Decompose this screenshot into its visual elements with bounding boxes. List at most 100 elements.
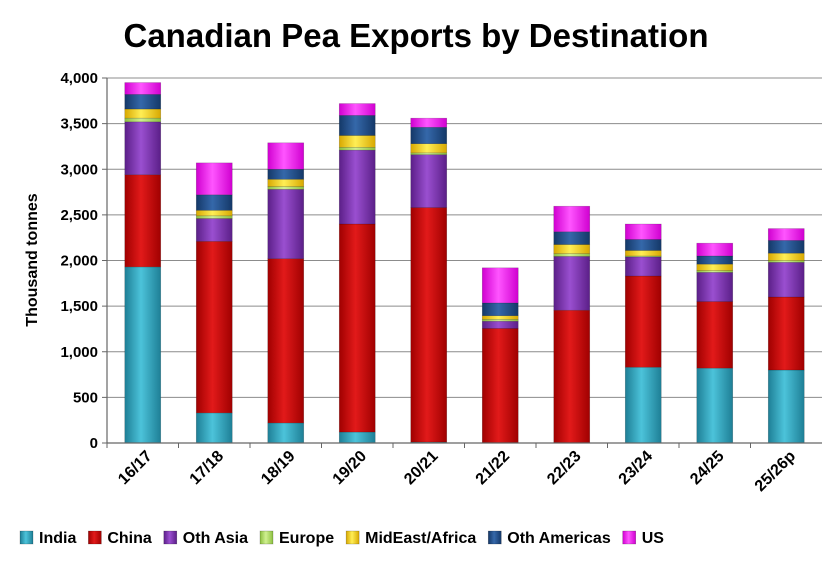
bar-europe-17-18: [195, 215, 233, 219]
x-tick-label: 18/19: [258, 448, 298, 488]
bar-oth-asia-21-22: [481, 320, 519, 329]
y-tick-label: 2,000: [60, 253, 98, 270]
y-tick-label: 1,500: [60, 298, 98, 315]
x-tick-label: 21/22: [473, 448, 513, 488]
bar-mideast-africa-16-17: [124, 108, 162, 119]
bar-oth-asia-20-21: [410, 154, 448, 208]
x-tick-label: 17/18: [187, 448, 227, 488]
bar-oth-americas-24-25: [696, 255, 734, 265]
legend-label-us: US: [642, 530, 665, 547]
bar-china-21-22: [481, 328, 519, 443]
bar-china-25-26p: [767, 296, 805, 371]
chart-title: Canadian Pea Exports by Destination: [124, 17, 709, 54]
bar-china-20-21: [410, 207, 448, 443]
bar-mideast-africa-21-22: [481, 315, 519, 320]
y-axis-ticks: 0 500 1,000 1,500 2,000 2,500 3,000 3,500 4,000: [60, 70, 107, 452]
bars: [124, 82, 805, 444]
legend-label-europe: Europe: [279, 530, 334, 547]
bar-india-24-25: [696, 367, 734, 444]
y-tick-label: 2,500: [60, 207, 98, 224]
bar-china-19-20: [338, 223, 376, 433]
legend-label-mideast-africa: MidEast/Africa: [365, 530, 476, 547]
bar-india-18-19: [267, 422, 305, 444]
bar-oth-asia-24-25: [696, 272, 734, 302]
bar-oth-americas-22-23: [553, 231, 591, 245]
bar-oth-asia-16-17: [124, 121, 162, 176]
x-tick-label: 25/26p: [752, 448, 799, 495]
x-tick-label: 16/17: [115, 448, 155, 488]
bar-us-22-23: [553, 205, 591, 233]
bar-oth-americas-18-19: [267, 168, 305, 180]
bar-china-17-18: [195, 241, 233, 414]
bar-india-23-24: [624, 366, 662, 444]
x-tick-label: 19/20: [330, 448, 370, 488]
bar-mideast-africa-19-20: [338, 135, 376, 148]
y-tick-label: 500: [73, 389, 98, 406]
x-tick-label: 23/24: [616, 448, 656, 488]
legend-swatch-mideast-africa: [345, 530, 360, 545]
bar-us-20-21: [410, 117, 448, 128]
y-tick-label: 4,000: [60, 70, 98, 87]
legend-swatch-us: [622, 530, 637, 545]
bar-china-18-19: [267, 258, 305, 424]
bar-oth-americas-17-18: [195, 194, 233, 211]
bar-china-23-24: [624, 275, 662, 368]
bar-us-19-20: [338, 103, 376, 116]
bar-china-16-17: [124, 174, 162, 268]
legend-label-oth-americas: Oth Americas: [507, 530, 611, 547]
bar-china-22-23: [553, 309, 591, 443]
bar-mideast-africa-20-21: [410, 143, 448, 154]
bar-oth-americas-20-21: [410, 126, 448, 144]
legend-swatch-india: [19, 530, 34, 545]
bar-us-18-19: [267, 142, 305, 170]
bar-mideast-africa-23-24: [624, 250, 662, 257]
bar-europe-16-17: [124, 117, 162, 123]
bar-mideast-africa-18-19: [267, 178, 305, 187]
y-tick-label: 3,000: [60, 161, 98, 178]
bar-oth-asia-19-20: [338, 149, 376, 225]
bar-mideast-africa-17-18: [195, 210, 233, 217]
bar-us-23-24: [624, 223, 662, 240]
bar-oth-asia-23-24: [624, 256, 662, 277]
bar-us-17-18: [195, 162, 233, 196]
bar-oth-asia-18-19: [267, 189, 305, 259]
legend-label-india: India: [39, 530, 76, 547]
bar-mideast-africa-24-25: [696, 263, 734, 271]
legend-swatch-oth-asia: [163, 530, 178, 545]
bar-oth-asia-22-23: [553, 256, 591, 311]
x-tick-label: 20/21: [401, 448, 441, 488]
bar-china-24-25: [696, 301, 734, 369]
bar-india-16-17: [124, 266, 162, 444]
bar-oth-americas-21-22: [481, 302, 519, 317]
legend-label-china: China: [107, 530, 152, 547]
x-tick-label: 24/25: [687, 448, 727, 488]
y-tick-label: 3,500: [60, 116, 98, 133]
legend-swatch-europe: [259, 530, 274, 545]
bar-oth-americas-16-17: [124, 94, 162, 110]
bar-oth-americas-23-24: [624, 239, 662, 251]
bar-europe-22-23: [553, 253, 591, 257]
bar-us-21-22: [481, 267, 519, 304]
bar-oth-americas-25-26p: [767, 240, 805, 254]
y-tick-label: 0: [90, 435, 98, 452]
bar-oth-asia-17-18: [195, 218, 233, 242]
y-axis-label: Thousand tonnes: [24, 193, 41, 326]
y-tick-label: 1,000: [60, 344, 98, 361]
bar-india-17-18: [195, 412, 233, 444]
bar-us-16-17: [124, 82, 162, 95]
x-tick-label: 22/23: [544, 448, 584, 488]
legend-swatch-oth-americas: [487, 530, 502, 545]
bar-mideast-africa-22-23: [553, 244, 591, 254]
legend: India China Oth Asia Europe MidEast/Africa Ot…: [19, 530, 665, 547]
x-axis-ticks: 16/17 17/18 18/19 19/20 20/21 21/22 22/23 23/24…: [106, 443, 799, 495]
legend-label-oth-asia: Oth Asia: [183, 530, 248, 547]
bar-us-25-26p: [767, 228, 805, 241]
bar-us-24-25: [696, 242, 734, 257]
bar-india-25-26p: [767, 369, 805, 444]
bar-europe-18-19: [267, 186, 305, 190]
bar-oth-americas-19-20: [338, 115, 376, 136]
bar-oth-asia-25-26p: [767, 262, 805, 298]
bar-india-19-20: [338, 431, 376, 444]
bar-europe-19-20: [338, 147, 376, 151]
